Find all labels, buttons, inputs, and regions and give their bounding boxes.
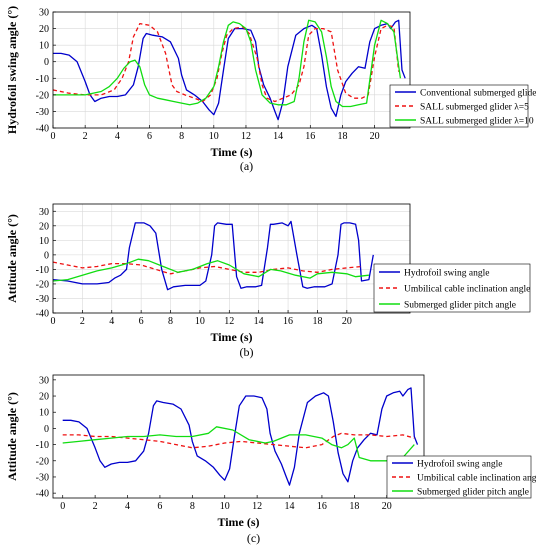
y-tick-label: 20 — [39, 24, 49, 35]
panel-caption: (a) — [240, 159, 253, 173]
x-tick-label: 20 — [342, 316, 352, 327]
x-tick-label: 4 — [125, 501, 130, 512]
chart-panel-1: 0 2 4 6 8 10 12 14 16 18 20 -40 -30 -20 -10 0 10 20 30 Time… — [5, 6, 536, 173]
y-axis-label: Attitude angle (°) — [5, 214, 19, 303]
legend-label: Hydrofoil swing angle — [417, 458, 503, 469]
y-tick-label: 10 — [39, 408, 49, 419]
chart-panel-3: 0 2 4 6 8 10 12 14 16 18 20 -40 -30 -20 -10 0 10 20 30 Time… — [5, 374, 536, 545]
x-tick-label: 0 — [51, 316, 56, 327]
x-tick-label: 10 — [209, 131, 219, 142]
x-tick-label: 18 — [312, 316, 322, 327]
series-line-2 — [53, 22, 400, 103]
series-line-2 — [53, 261, 362, 275]
x-tick-label: 16 — [283, 316, 293, 327]
plot-frame — [52, 374, 425, 499]
x-tick-label: 20 — [370, 131, 380, 142]
series-line-3 — [62, 426, 415, 462]
y-tick-label: -10 — [36, 265, 49, 276]
legend-label: Hydrofoil swing angle — [404, 267, 490, 278]
x-tick-label: 8 — [179, 131, 184, 142]
x-tick-label: 14 — [273, 131, 283, 142]
x-tick-label: 10 — [220, 501, 230, 512]
x-tick-label: 20 — [382, 501, 392, 512]
y-tick-label: -10 — [36, 440, 49, 451]
x-tick-label: 18 — [337, 131, 347, 142]
x-tick-label: 14 — [254, 316, 264, 327]
series-line-2 — [62, 432, 415, 449]
x-tick-label: 2 — [93, 501, 98, 512]
y-axis-label: Hydrofoil swing angle (°) — [5, 6, 19, 134]
panel-caption: (b) — [240, 345, 254, 359]
x-axis-label: Time (s) — [217, 515, 259, 529]
legend-label: SALL submerged glider λ=10 — [420, 116, 534, 126]
x-tick-label: 10 — [195, 316, 205, 327]
y-tick-label: -40 — [36, 309, 49, 320]
x-tick-label: 0 — [51, 131, 56, 142]
y-tick-label: -30 — [36, 294, 49, 305]
x-tick-label: 8 — [190, 501, 195, 512]
y-tick-label: -20 — [36, 456, 49, 467]
legend-label: Umbilical cable inclination angle — [417, 473, 536, 483]
legend-label: Umbilical cable inclination angle — [404, 284, 530, 294]
x-tick-label: 6 — [147, 131, 152, 142]
legend-label: Submerged glider pitch angle — [404, 300, 516, 310]
x-tick-label: 6 — [139, 316, 144, 327]
legend: Hydrofoil swing angle Umbilical cable inc… — [373, 263, 530, 313]
y-tick-label: 30 — [39, 375, 49, 386]
x-tick-label: 4 — [115, 131, 120, 142]
series-line-1 — [62, 387, 419, 486]
plot-frame — [52, 203, 411, 314]
x-tick-label: 0 — [60, 501, 65, 512]
y-tick-label: 20 — [39, 221, 49, 232]
series-line-1 — [53, 220, 374, 291]
x-tick-label: 4 — [109, 316, 114, 327]
x-axis-label: Time (s) — [210, 330, 252, 344]
x-tick-label: 6 — [157, 501, 162, 512]
chart-panel-2: 0 2 4 6 8 10 12 14 16 18 20 -40 -30 -20 -10 0 10 20 30 Time… — [5, 203, 530, 359]
series-line-3 — [53, 19, 402, 108]
y-tick-label: 30 — [39, 8, 49, 19]
x-axis-label: Time (s) — [210, 145, 252, 159]
y-axis-label: Attitude angle (°) — [5, 392, 19, 481]
x-tick-label: 12 — [241, 131, 251, 142]
y-tick-label: -20 — [36, 90, 49, 101]
y-tick-label: 20 — [39, 392, 49, 403]
y-tick-label: -40 — [36, 124, 49, 135]
series-line-1 — [53, 19, 406, 121]
legend: Hydrofoil swing angle Umbilical cable inc… — [386, 455, 536, 499]
x-tick-label: 18 — [349, 501, 359, 512]
legend-label: Conventional submerged glider — [420, 88, 536, 98]
x-tick-label: 14 — [285, 501, 295, 512]
legend-label: Submerged glider pitch angle — [417, 487, 529, 497]
x-tick-label: 8 — [168, 316, 173, 327]
series-line-3 — [53, 258, 369, 282]
x-tick-label: 12 — [252, 501, 262, 512]
x-tick-label: 16 — [317, 501, 327, 512]
x-tick-label: 2 — [80, 316, 85, 327]
y-tick-label: -30 — [36, 107, 49, 118]
y-tick-label: 10 — [39, 236, 49, 247]
y-tick-label: 0 — [44, 57, 49, 68]
y-tick-label: 30 — [39, 207, 49, 218]
y-tick-label: -40 — [36, 489, 49, 500]
y-tick-label: -30 — [36, 472, 49, 483]
legend: Conventional submerged glider SALL submer… — [389, 84, 536, 128]
y-tick-label: -20 — [36, 279, 49, 290]
plot-frame — [52, 11, 411, 129]
y-tick-label: 10 — [39, 41, 49, 52]
panel-caption: (c) — [247, 531, 260, 545]
y-tick-label: 0 — [44, 424, 49, 435]
y-tick-label: -10 — [36, 74, 49, 85]
x-tick-label: 16 — [305, 131, 315, 142]
x-tick-label: 12 — [224, 316, 234, 327]
y-tick-label: 0 — [44, 250, 49, 261]
x-tick-label: 2 — [83, 131, 88, 142]
legend-label: SALL submerged glider λ=5 — [420, 102, 529, 112]
